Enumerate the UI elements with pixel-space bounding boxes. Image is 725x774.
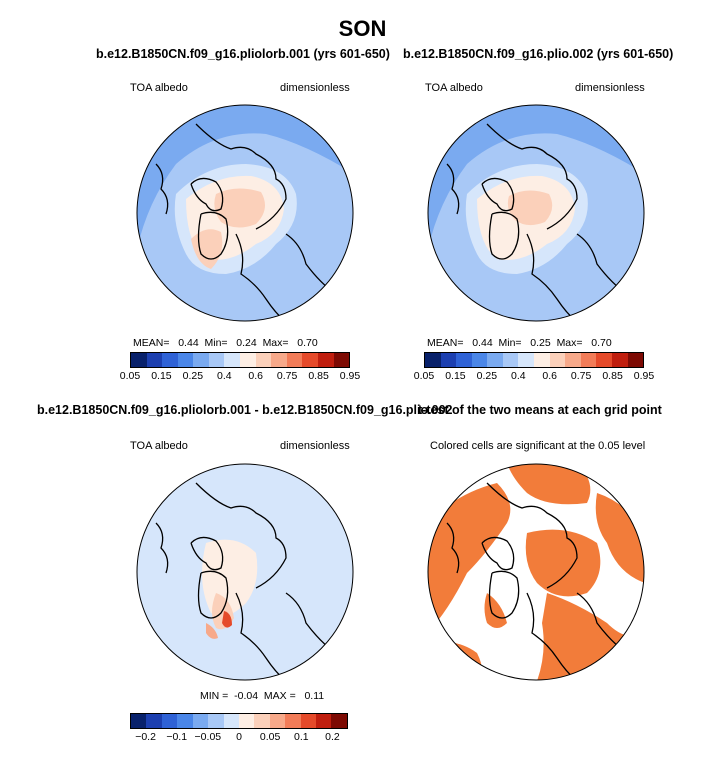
colorbar-swatch bbox=[192, 714, 209, 728]
colorbar-swatch bbox=[333, 353, 350, 367]
panel-2-title: b.e12.B1850CN.f09_g16.plio.002 (yrs 601-… bbox=[403, 47, 674, 61]
colorbar-tick-label: 0.6 bbox=[248, 370, 264, 382]
colorbar-tick-label: 0.75 bbox=[276, 370, 298, 382]
colorbar-swatch bbox=[193, 353, 209, 367]
low-albedo-region bbox=[137, 105, 353, 254]
colorbar-tick-label: −0.05 bbox=[194, 731, 222, 743]
colorbar-swatch bbox=[161, 714, 178, 728]
panel-1-polar-map bbox=[136, 104, 354, 322]
colorbar-swatch bbox=[316, 714, 332, 728]
panel-3-polar-map bbox=[136, 463, 354, 681]
colorbar-tick-label: 0.4 bbox=[510, 370, 526, 382]
panel-2-units-label: dimensionless bbox=[575, 82, 645, 94]
colorbar-tick-label: 0.85 bbox=[308, 370, 329, 382]
colorbar-tick-label: 0.2 bbox=[325, 731, 340, 743]
colorbar-swatch bbox=[487, 353, 503, 367]
colorbar-swatch bbox=[471, 353, 488, 367]
panel-1-units-label: dimensionless bbox=[280, 82, 350, 94]
colorbar-tick-label: 0.75 bbox=[570, 370, 592, 382]
colorbar-swatch bbox=[271, 353, 287, 367]
figure-title: SON bbox=[338, 16, 387, 41]
colorbar-tick-label: 0.6 bbox=[542, 370, 558, 382]
colorbar-swatch bbox=[302, 353, 318, 367]
colorbar-swatch bbox=[255, 353, 272, 367]
colorbar-swatch bbox=[208, 353, 225, 367]
panel-3-variable-label: TOA albedo bbox=[130, 440, 188, 452]
panel-3-stats: MIN = -0.04 MAX = 0.11 bbox=[200, 690, 325, 702]
colorbar-swatch bbox=[331, 714, 347, 728]
panel-1-title: b.e12.B1850CN.f09_g16.pliolorb.001 (yrs … bbox=[96, 47, 390, 61]
colorbar-tick-label: 0.05 bbox=[259, 731, 281, 743]
colorbar-tick-label: 0.05 bbox=[413, 370, 435, 382]
colorbar-swatch bbox=[518, 353, 535, 367]
panel-1-colorbar-ticks: 0.05 0.15 0.25 0.4 0.6 0.75 0.85 0.95 bbox=[120, 370, 360, 384]
colorbar-swatch bbox=[580, 353, 597, 367]
colorbar-swatch bbox=[549, 353, 566, 367]
colorbar-tick-label: 0.95 bbox=[633, 370, 655, 382]
colorbar-swatch bbox=[611, 353, 628, 367]
colorbar-tick-label: −0.2 bbox=[135, 731, 156, 743]
panel-2-colorbar-ticks: 0.05 0.15 0.25 0.4 0.6 0.75 0.85 0.95 bbox=[414, 370, 654, 384]
colorbar-swatch bbox=[177, 353, 194, 367]
panel-4-subtitle: Colored cells are significant at the 0.0… bbox=[430, 440, 646, 452]
panel-2-polar-map bbox=[427, 104, 645, 322]
colorbar-swatch bbox=[534, 353, 550, 367]
colorbar-swatch bbox=[502, 353, 519, 367]
colorbar-tick-label: 0.05 bbox=[119, 370, 141, 382]
panel-4-significance-map bbox=[427, 463, 645, 681]
colorbar-swatch bbox=[131, 353, 147, 367]
map-border bbox=[136, 104, 354, 322]
colorbar-tick-label: 0.25 bbox=[182, 370, 204, 382]
colorbar-tick-label: 0.15 bbox=[151, 370, 172, 382]
colorbar-tick-label: 0.15 bbox=[445, 370, 466, 382]
colorbar-swatch bbox=[240, 353, 256, 367]
colorbar-swatch bbox=[565, 353, 581, 367]
colorbar-tick-label: 0.4 bbox=[216, 370, 232, 382]
colorbar-swatch bbox=[269, 714, 286, 728]
panel-3-colorbar bbox=[130, 713, 348, 729]
panel-3-colorbar-ticks: −0.2 −0.1 −0.05 0 0.05 0.1 0.2 bbox=[130, 731, 348, 745]
colorbar-tick-label: −0.1 bbox=[166, 731, 188, 743]
colorbar-swatch bbox=[286, 353, 303, 367]
colorbar-tick-label: 0.25 bbox=[476, 370, 498, 382]
colorbar-tick-label: 0.1 bbox=[293, 731, 309, 743]
colorbar-swatch bbox=[456, 353, 472, 367]
colorbar-swatch bbox=[238, 714, 255, 728]
colorbar-swatch bbox=[223, 714, 239, 728]
panel-2-variable-label: TOA albedo bbox=[425, 82, 483, 94]
colorbar-swatch bbox=[146, 353, 163, 367]
colorbar-swatch bbox=[131, 714, 147, 728]
colorbar-swatch bbox=[596, 353, 612, 367]
colorbar-swatch bbox=[162, 353, 178, 367]
colorbar-swatch bbox=[254, 714, 270, 728]
panel-3-title: b.e12.B1850CN.f09_g16.pliolorb.001 - b.e… bbox=[37, 403, 453, 417]
colorbar-swatch bbox=[146, 714, 162, 728]
panel-4-title: t-test of the two means at each grid poi… bbox=[418, 403, 662, 417]
colorbar-swatch bbox=[425, 353, 441, 367]
colorbar-tick-label: 0.95 bbox=[339, 370, 361, 382]
panel-3-units-label: dimensionless bbox=[280, 440, 350, 452]
colorbar-swatch bbox=[208, 714, 224, 728]
colorbar-swatch bbox=[285, 714, 301, 728]
colorbar-tick-label: 0.85 bbox=[602, 370, 623, 382]
panel-2-colorbar bbox=[424, 352, 644, 368]
panel-2-stats: MEAN= 0.44 Min= 0.25 Max= 0.70 bbox=[427, 337, 612, 349]
panel-1-variable-label: TOA albedo bbox=[130, 82, 188, 94]
colorbar-swatch bbox=[627, 353, 644, 367]
colorbar-swatch bbox=[177, 714, 193, 728]
colorbar-swatch bbox=[440, 353, 457, 367]
colorbar-swatch bbox=[300, 714, 317, 728]
colorbar-tick-label: 0 bbox=[236, 731, 242, 743]
panel-1-stats: MEAN= 0.44 Min= 0.24 Max= 0.70 bbox=[133, 337, 318, 349]
panel-1-colorbar bbox=[130, 352, 350, 368]
colorbar-swatch bbox=[317, 353, 334, 367]
colorbar-swatch bbox=[224, 353, 241, 367]
